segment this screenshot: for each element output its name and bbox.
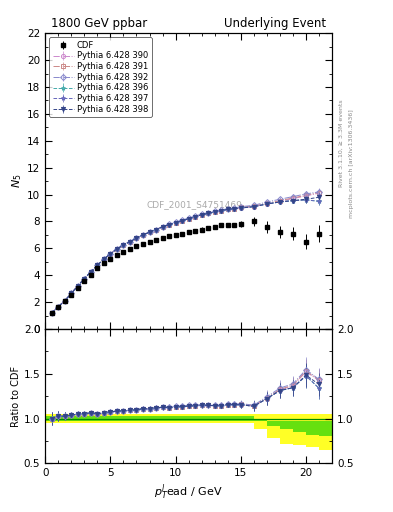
- Text: Underlying Event: Underlying Event: [224, 17, 326, 30]
- Text: Rivet 3.1.10, ≥ 3.3M events: Rivet 3.1.10, ≥ 3.3M events: [339, 99, 344, 187]
- Text: CDF_2001_S4751469: CDF_2001_S4751469: [147, 200, 242, 209]
- Legend: CDF, Pythia 6.428 390, Pythia 6.428 391, Pythia 6.428 392, Pythia 6.428 396, Pyt: CDF, Pythia 6.428 390, Pythia 6.428 391,…: [50, 37, 152, 117]
- X-axis label: $p_T^l$ead / GeV: $p_T^l$ead / GeV: [154, 482, 223, 502]
- Y-axis label: $N_5$: $N_5$: [11, 174, 24, 188]
- Text: 1800 GeV ppbar: 1800 GeV ppbar: [51, 17, 147, 30]
- Y-axis label: Ratio to CDF: Ratio to CDF: [11, 366, 21, 426]
- Text: mcplots.cern.ch [arXiv:1306.3436]: mcplots.cern.ch [arXiv:1306.3436]: [349, 110, 354, 218]
